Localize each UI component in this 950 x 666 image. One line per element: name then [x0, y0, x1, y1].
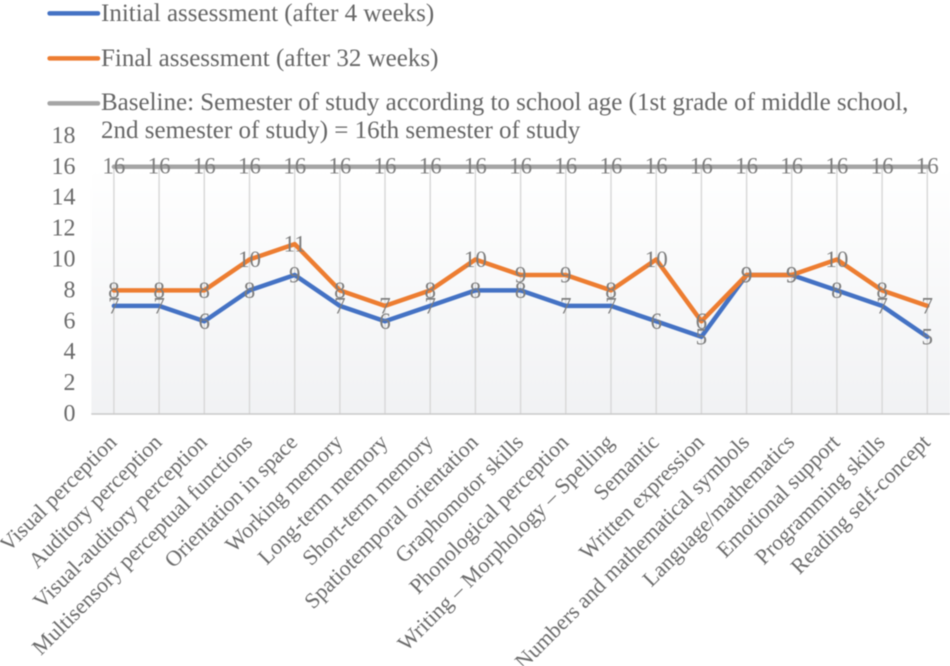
svg-text:6: 6 — [64, 308, 76, 334]
svg-text:8: 8 — [470, 278, 482, 303]
svg-text:6: 6 — [379, 309, 391, 334]
svg-text:7: 7 — [108, 293, 120, 318]
svg-text:7: 7 — [153, 293, 165, 318]
svg-text:8: 8 — [605, 278, 617, 303]
svg-text:8: 8 — [64, 277, 76, 303]
svg-text:10: 10 — [238, 247, 261, 272]
svg-text:7: 7 — [379, 293, 391, 318]
svg-text:2: 2 — [64, 370, 76, 396]
svg-text:16: 16 — [193, 153, 216, 178]
svg-text:16: 16 — [464, 153, 487, 178]
svg-text:10: 10 — [52, 247, 76, 273]
svg-text:16: 16 — [509, 153, 532, 178]
svg-text:16: 16 — [52, 154, 76, 180]
svg-text:10: 10 — [464, 247, 487, 272]
svg-text:16: 16 — [374, 153, 397, 178]
svg-text:16: 16 — [238, 153, 261, 178]
svg-text:8: 8 — [244, 278, 256, 303]
svg-text:6: 6 — [696, 309, 708, 334]
svg-text:2nd semester of study) = 16th: 2nd semester of study) = 16th semester o… — [101, 117, 581, 144]
svg-text:16: 16 — [102, 153, 125, 178]
svg-text:8: 8 — [831, 278, 843, 303]
svg-text:9: 9 — [741, 263, 753, 288]
svg-text:Initial assessment (after 4 we: Initial assessment (after 4 weeks) — [101, 0, 434, 27]
svg-text:7: 7 — [560, 293, 572, 318]
svg-text:7: 7 — [334, 293, 346, 318]
svg-text:12: 12 — [52, 216, 76, 242]
svg-text:9: 9 — [515, 263, 527, 288]
svg-text:8: 8 — [424, 278, 436, 303]
svg-text:7: 7 — [876, 293, 888, 318]
svg-text:8: 8 — [108, 278, 120, 303]
svg-text:16: 16 — [600, 153, 623, 178]
svg-text:8: 8 — [153, 278, 165, 303]
svg-text:16: 16 — [735, 153, 758, 178]
svg-text:4: 4 — [64, 339, 76, 365]
svg-text:16: 16 — [148, 153, 171, 178]
svg-text:6: 6 — [199, 309, 211, 334]
svg-text:9: 9 — [786, 263, 798, 288]
svg-text:8: 8 — [876, 278, 888, 303]
svg-text:16: 16 — [419, 153, 442, 178]
svg-text:Baseline: Semester of study ac: Baseline: Semester of study according to… — [101, 89, 908, 116]
svg-text:7: 7 — [424, 293, 436, 318]
svg-text:9: 9 — [289, 263, 301, 288]
svg-text:10: 10 — [645, 247, 668, 272]
svg-text:14: 14 — [52, 185, 76, 211]
svg-text:16: 16 — [825, 153, 848, 178]
svg-text:9: 9 — [786, 263, 798, 288]
svg-text:8: 8 — [199, 278, 211, 303]
svg-text:16: 16 — [328, 153, 351, 178]
svg-text:16: 16 — [871, 153, 894, 178]
svg-text:Final assessment (after 32 wee: Final assessment (after 32 weeks) — [101, 45, 438, 72]
svg-text:Visual-auditory perception: Visual-auditory perception — [28, 429, 212, 613]
svg-text:16: 16 — [554, 153, 577, 178]
svg-text:9: 9 — [741, 263, 753, 288]
svg-text:16: 16 — [690, 153, 713, 178]
svg-text:7: 7 — [605, 293, 617, 318]
svg-text:11: 11 — [284, 232, 306, 257]
svg-text:5: 5 — [922, 324, 934, 349]
svg-text:10: 10 — [825, 247, 848, 272]
svg-text:5: 5 — [696, 324, 708, 349]
svg-text:16: 16 — [283, 153, 306, 178]
svg-text:16: 16 — [916, 153, 939, 178]
svg-text:0: 0 — [64, 401, 76, 427]
svg-text:6: 6 — [650, 309, 662, 334]
svg-text:8: 8 — [334, 278, 346, 303]
svg-text:16: 16 — [645, 153, 668, 178]
svg-text:18: 18 — [52, 123, 76, 149]
svg-text:16: 16 — [780, 153, 803, 178]
svg-text:9: 9 — [560, 263, 572, 288]
svg-text:7: 7 — [922, 293, 934, 318]
svg-text:8: 8 — [515, 278, 527, 303]
